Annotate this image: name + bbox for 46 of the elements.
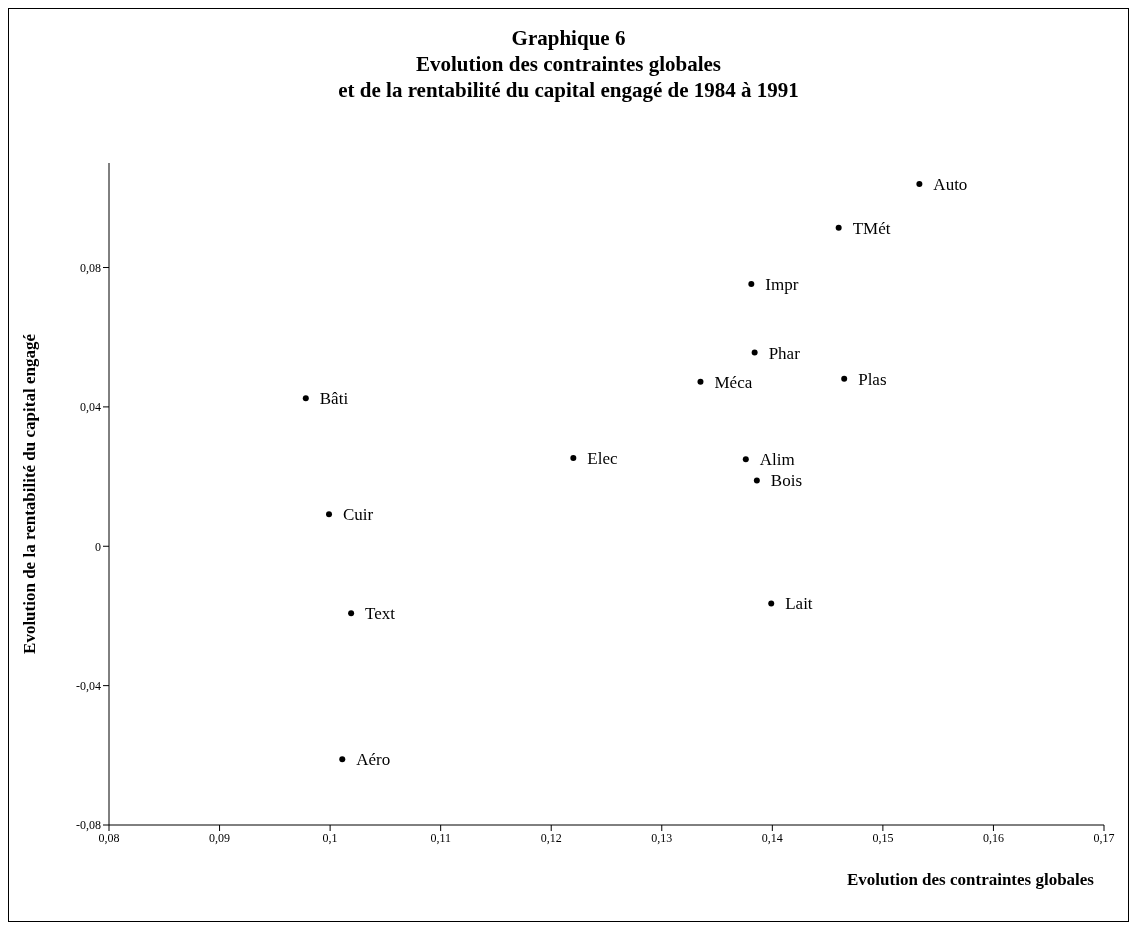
annotation: Aéro — [356, 750, 391, 770]
point — [697, 378, 704, 385]
annotation: Impr — [765, 274, 799, 294]
point — [570, 455, 577, 462]
annotation: TMét — [852, 218, 891, 238]
x-tick-label: 0,15 — [872, 830, 894, 845]
point — [326, 511, 332, 518]
point — [841, 375, 848, 382]
x-tick-label: 0,16 — [982, 830, 1004, 845]
point — [835, 224, 842, 231]
annotation: Lait — [785, 594, 813, 614]
annotation: Plas — [858, 369, 887, 389]
y-tick-label: -0,04 — [76, 678, 101, 693]
y-tick-label: 0,08 — [80, 260, 101, 275]
annotation: Méca — [714, 372, 753, 392]
annotation: Elec — [587, 449, 618, 469]
y-tick-label: 0 — [95, 539, 101, 554]
x-tick-label: 0,13 — [651, 830, 673, 845]
annotation: Phar — [768, 343, 801, 363]
point — [916, 180, 923, 187]
annotation: Text — [365, 604, 396, 624]
point — [302, 395, 309, 402]
point — [339, 756, 346, 763]
annotation: Alim — [759, 450, 795, 470]
x-tick-label: 0,08 — [98, 830, 120, 845]
annotation: Bois — [770, 471, 803, 491]
x-axis-title: Evolution des contraintes globales — [847, 870, 1095, 889]
point — [768, 600, 775, 607]
x-tick-label: 0,14 — [761, 830, 783, 845]
x-tick-label: 0,09 — [209, 830, 231, 845]
point — [348, 610, 355, 617]
x-tick-label: 0,12 — [540, 830, 562, 845]
y-tick-label: 0,04 — [80, 400, 101, 415]
x-tick-label: 0,11 — [430, 830, 451, 845]
point — [753, 477, 760, 484]
annotation: Auto — [933, 174, 968, 194]
x-tick-label: 0,17 — [1093, 830, 1115, 845]
y-tick-label: -0,08 — [76, 818, 101, 833]
y-axis-title: Evolution de la rentabilité du capital engagé — [20, 333, 40, 654]
annotation: Bâti — [319, 389, 349, 409]
point — [751, 349, 758, 356]
x-tick-label: 0,1 — [322, 830, 338, 845]
chart-title: Graphique 6 Evolution des contraintes globales et de la rentabilité du capital engagé de 1984 à 1991 — [337, 25, 800, 103]
annotation: Cuir — [343, 505, 374, 525]
point — [748, 280, 755, 287]
point — [742, 456, 749, 463]
